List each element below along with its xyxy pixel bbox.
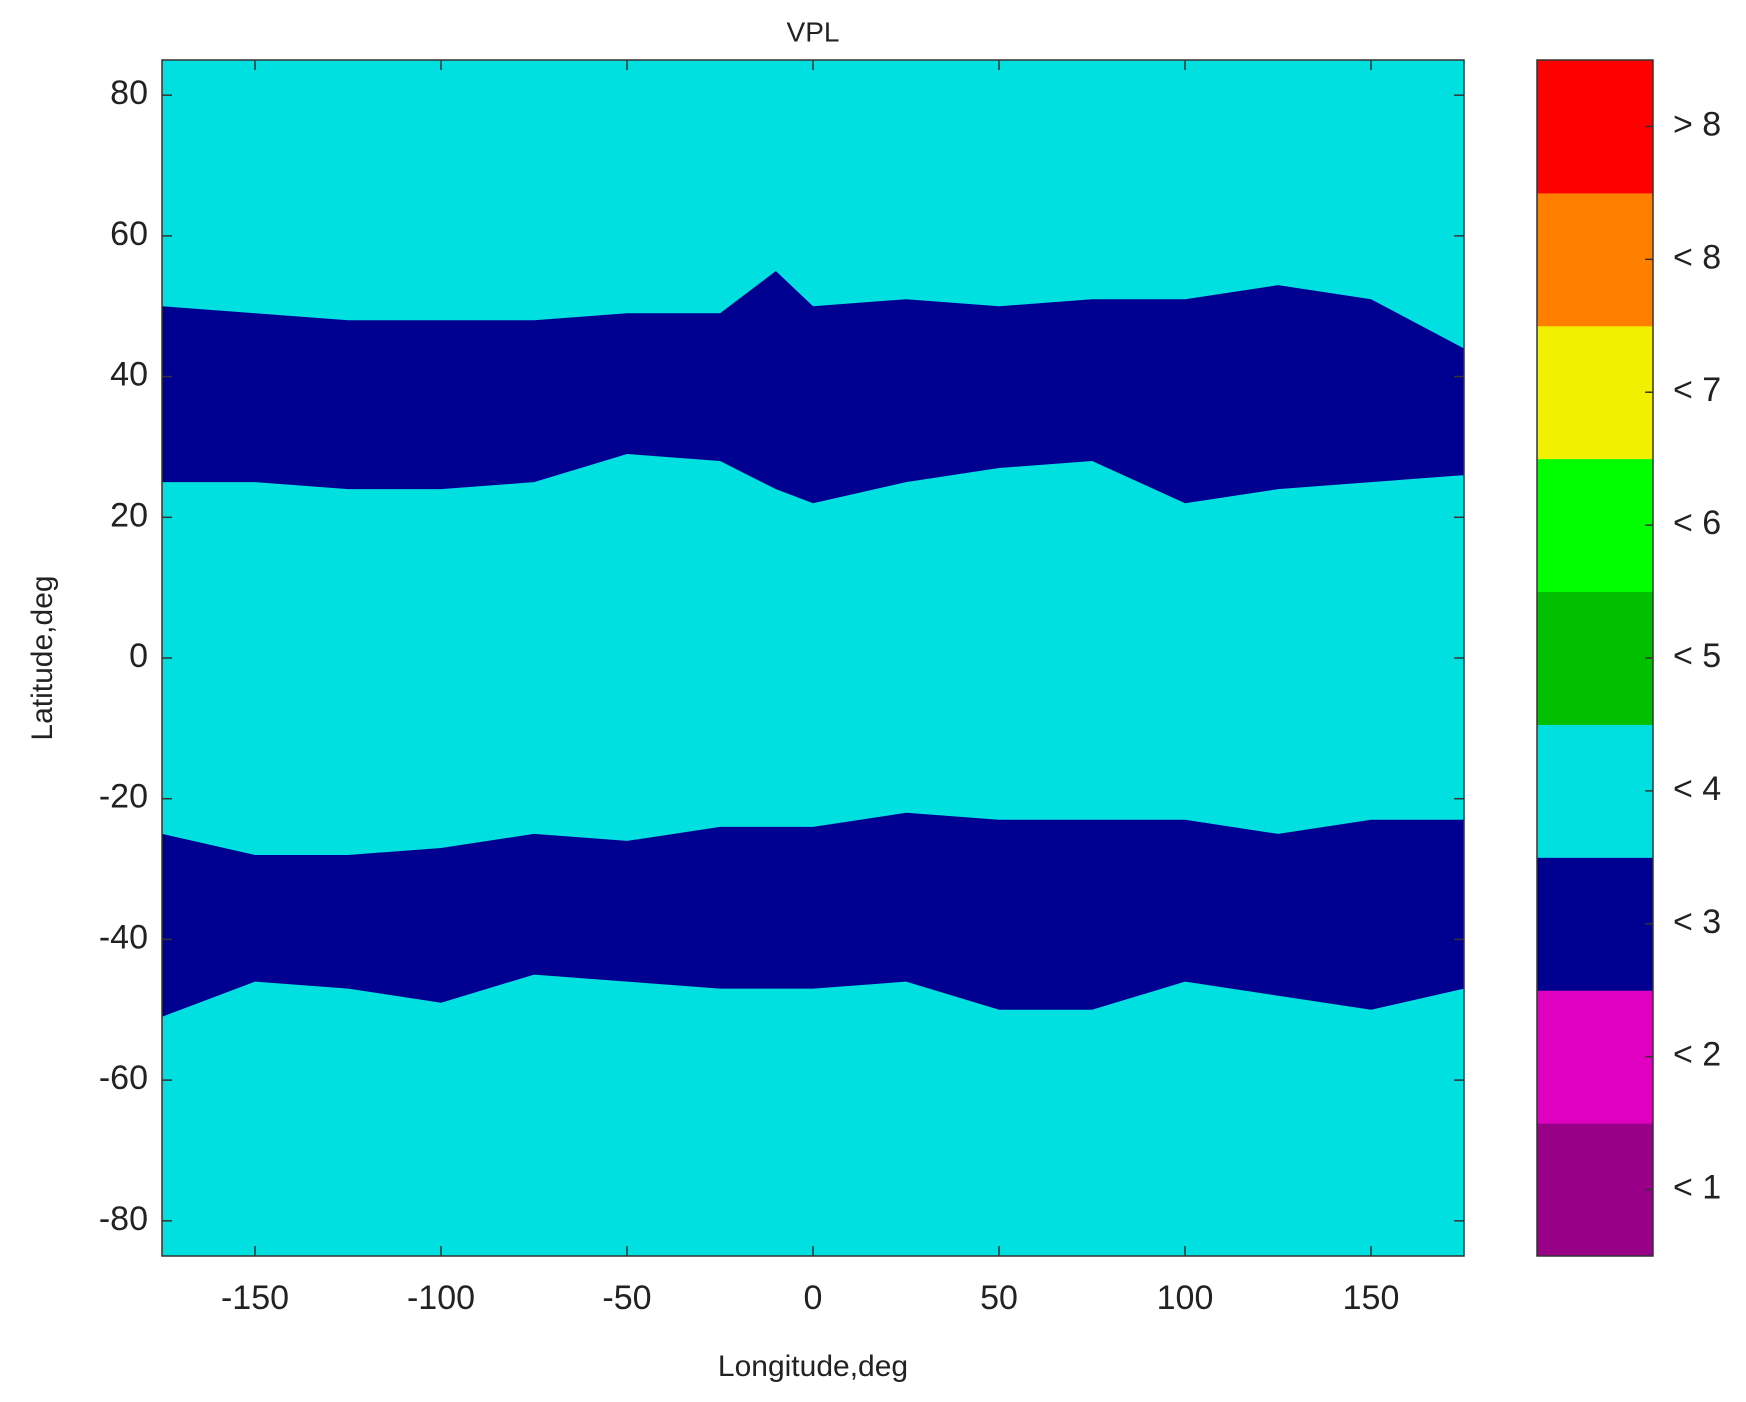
colorbar: < 1 < 2 < 3 < 4 < 5 < 6 < 7 < 8 > 8 xyxy=(1536,59,1721,1257)
y-tick-label: 0 xyxy=(129,637,148,675)
map-area xyxy=(162,60,1464,1256)
colorbar-swatch xyxy=(1537,325,1653,460)
x-axis-label: Longitude,deg xyxy=(718,1350,908,1383)
colorbar-label: < 4 xyxy=(1673,770,1721,808)
axes: -150 -100 -50 0 50 100 150 80 60 40 20 0 -20 -40 -60 -8… xyxy=(99,59,1465,1317)
y-tick-label: -40 xyxy=(99,918,148,956)
y-tick-label: -60 xyxy=(99,1059,148,1097)
y-tick-label: -20 xyxy=(99,778,148,816)
level-region xyxy=(162,271,1464,504)
y-tick-label: 60 xyxy=(110,215,148,253)
y-tick-label: 40 xyxy=(110,356,148,394)
colorbar-label: < 5 xyxy=(1673,637,1721,675)
colorbar-swatch xyxy=(1537,1123,1653,1257)
colorbar-label: < 3 xyxy=(1673,903,1721,941)
colorbar-label: < 8 xyxy=(1673,238,1721,276)
colorbar-label: < 1 xyxy=(1673,1169,1721,1207)
colorbar-swatch xyxy=(1537,724,1653,858)
y-axis-label: Latitude,deg xyxy=(26,575,59,740)
level-region xyxy=(162,812,1464,1017)
x-tick-label: 100 xyxy=(1157,1279,1214,1317)
x-tick-label: -100 xyxy=(407,1279,475,1317)
colorbar-frame xyxy=(1536,59,1654,1257)
y-tick-label: 80 xyxy=(110,74,148,112)
colorbar-label: < 6 xyxy=(1673,504,1721,542)
x-tick-label: -150 xyxy=(221,1279,289,1317)
colorbar-swatch xyxy=(1537,990,1653,1124)
x-tick-label: 0 xyxy=(804,1279,823,1317)
background-field xyxy=(162,60,1464,1256)
y-tick-label: -80 xyxy=(99,1200,148,1238)
chart-title: VPL xyxy=(787,16,840,47)
colorbar-swatch xyxy=(1537,192,1653,327)
x-tick-label: 150 xyxy=(1343,1279,1400,1317)
x-tick-label: 50 xyxy=(980,1279,1018,1317)
colorbar-label: < 2 xyxy=(1673,1036,1721,1074)
colorbar-label: > 8 xyxy=(1673,105,1721,143)
colorbar-swatch xyxy=(1537,857,1653,991)
colorbar-swatch xyxy=(1537,60,1653,194)
colorbar-swatch xyxy=(1537,458,1653,593)
y-tick-label: 20 xyxy=(110,496,148,534)
colorbar-swatch xyxy=(1537,591,1653,725)
colorbar-label: < 7 xyxy=(1673,371,1721,409)
x-tick-label: -50 xyxy=(602,1279,651,1317)
